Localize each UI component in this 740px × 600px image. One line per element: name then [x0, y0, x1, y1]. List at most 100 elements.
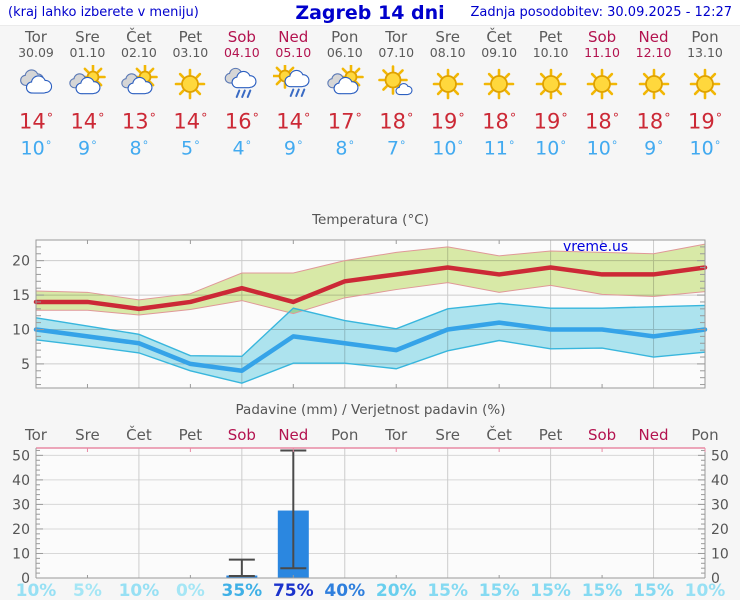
precip-probability-label: 10%: [16, 581, 57, 600]
precipitation-chart: 0 0 10 10 20 20 30 30 40 40 50 50 Padavine (mm) / Ve…: [12, 402, 729, 600]
day-column: Tor 07.10 18° 7°: [370, 30, 422, 159]
degree-symbol: °: [715, 110, 723, 125]
sunny-icon: [689, 68, 721, 100]
day-name-label: Čet: [486, 28, 512, 46]
precip-whisker: [228, 558, 255, 578]
day-label: Sre: [435, 426, 460, 444]
day-column: Pet 10.10 19° 10°: [525, 30, 577, 159]
precip-probability-label: 10%: [119, 581, 160, 600]
axis-ticks: [36, 448, 706, 578]
day-name-label: Sob: [587, 28, 617, 46]
partly-cloudy-icon: [121, 64, 158, 95]
temp-max-value: 14°: [276, 109, 311, 134]
degree-symbol: °: [457, 138, 464, 153]
day-name-label: Pet: [538, 28, 563, 46]
temp-max-value: 17°: [327, 109, 362, 134]
precip-probability-label: 15%: [530, 581, 571, 600]
temp-min-value: 9°: [78, 137, 97, 160]
day-name-label: Ned: [638, 28, 669, 46]
mostly-sunny-icon: [378, 65, 413, 96]
precip-probability-label: 15%: [582, 581, 623, 600]
day-label: Čet: [486, 425, 512, 444]
day-label: Sre: [75, 426, 100, 444]
rain-icon: [224, 67, 257, 98]
degree-symbol: °: [458, 110, 465, 125]
day-date-label: 03.10: [172, 45, 209, 60]
precip-probability-label: 15%: [479, 581, 520, 600]
degree-symbol: °: [406, 110, 414, 125]
temp-min-value: 9°: [283, 137, 303, 160]
day-name-label: Sre: [75, 28, 100, 46]
sunny-icon: [432, 68, 463, 100]
day-label: Sob: [588, 426, 616, 444]
day-label: Pet: [179, 426, 203, 444]
day-date-label: 01.10: [69, 45, 106, 60]
degree-symbol: °: [657, 138, 663, 153]
temp-min-value: 10°: [20, 137, 52, 160]
axis-ticks: [36, 240, 706, 388]
degree-symbol: °: [508, 138, 515, 153]
svg-text:10: 10: [12, 322, 30, 338]
day-date-label: 04.10: [223, 45, 260, 60]
precip-probability-label: 0%: [176, 581, 205, 600]
precipitation-chart-title: Padavine (mm) / Verjetnost padavin (%): [236, 402, 506, 418]
day-date-label: 11.10: [584, 45, 620, 60]
svg-text:50: 50: [12, 448, 30, 464]
temp-min-value: 8°: [129, 137, 149, 160]
day-column: Sre 08.10 19° 10°: [422, 30, 474, 159]
temp-max-value: 18°: [379, 109, 414, 134]
sunny-icon: [535, 68, 566, 100]
degree-symbol: °: [561, 110, 568, 125]
temp-min-value: 9°: [644, 137, 663, 160]
temp-min-value: 11°: [483, 137, 515, 160]
weather-icon: [10, 65, 62, 105]
day-column: Sob 11.10 18° 10°: [576, 30, 628, 159]
last-updated: Zadnja posodobitev: 30.09.2025 - 12:27: [470, 5, 732, 20]
degree-symbol: °: [611, 138, 618, 153]
temp-min-value: 10°: [535, 137, 567, 160]
precip-probability-label: 5%: [73, 581, 102, 600]
precip-probability-label: 15%: [633, 581, 674, 600]
min-temp-band: [36, 303, 705, 384]
degree-symbol: °: [149, 110, 156, 125]
temp-max-value: 14°: [70, 109, 105, 134]
weather-icon: [473, 65, 525, 105]
min-band-lower-edge: [35, 339, 706, 384]
degree-symbol: °: [201, 110, 208, 125]
day-column: Čet 09.10 18° 11°: [473, 30, 525, 159]
max-band-lower-edge: [36, 282, 706, 316]
cloudy-icon: [20, 69, 53, 94]
temp-min-value: 10°: [689, 137, 721, 160]
weather-icon: [370, 65, 422, 105]
y-axis-labels: 5 10 15 20: [12, 254, 30, 373]
day-label: Ned: [639, 426, 669, 444]
degree-symbol: °: [509, 110, 517, 125]
precip-probability-label: 20%: [376, 581, 417, 600]
svg-text:20: 20: [711, 522, 729, 538]
svg-text:0: 0: [21, 571, 30, 587]
vreme-us-link[interactable]: vreme.us: [563, 239, 628, 255]
temp-max-value: 16°: [224, 109, 259, 134]
day-label: Tor: [384, 426, 408, 444]
temperature-chart: 5 10 15 20 Temperatura (°C) vreme.us: [12, 212, 708, 389]
svg-text:30: 30: [12, 497, 30, 513]
temp-max-value: 19°: [687, 109, 723, 134]
svg-text:0: 0: [711, 571, 720, 587]
day-name-label: Tor: [25, 28, 47, 46]
y-axis-labels: 0 0 10 10 20 20 30 30 40 40 50 50: [12, 448, 729, 587]
weather-icon: [113, 64, 165, 105]
forecast-charts: 5 10 15 20 Temperatura (°C) vreme.us 0 0 10 10 20 2…: [12, 212, 729, 600]
day-column: Ned 12.10 18° 9°: [628, 30, 680, 159]
weather-icon: [164, 65, 216, 105]
day-name-label: Pon: [331, 28, 359, 46]
page-header: (kraj lahko izberete v meniju) Zagreb 14…: [0, 0, 740, 26]
degree-symbol: °: [98, 110, 105, 125]
temp-min-value: 4°: [232, 137, 252, 160]
page-title: Zagreb 14 dni: [295, 2, 445, 24]
temperature-chart-title: Temperatura (°C): [311, 212, 429, 228]
degree-symbol: °: [46, 110, 54, 125]
precip-probability-label: 15%: [427, 581, 468, 600]
day-column: Sre 01.10 14° 9°: [61, 30, 113, 159]
max-temp-line: [33, 265, 708, 312]
